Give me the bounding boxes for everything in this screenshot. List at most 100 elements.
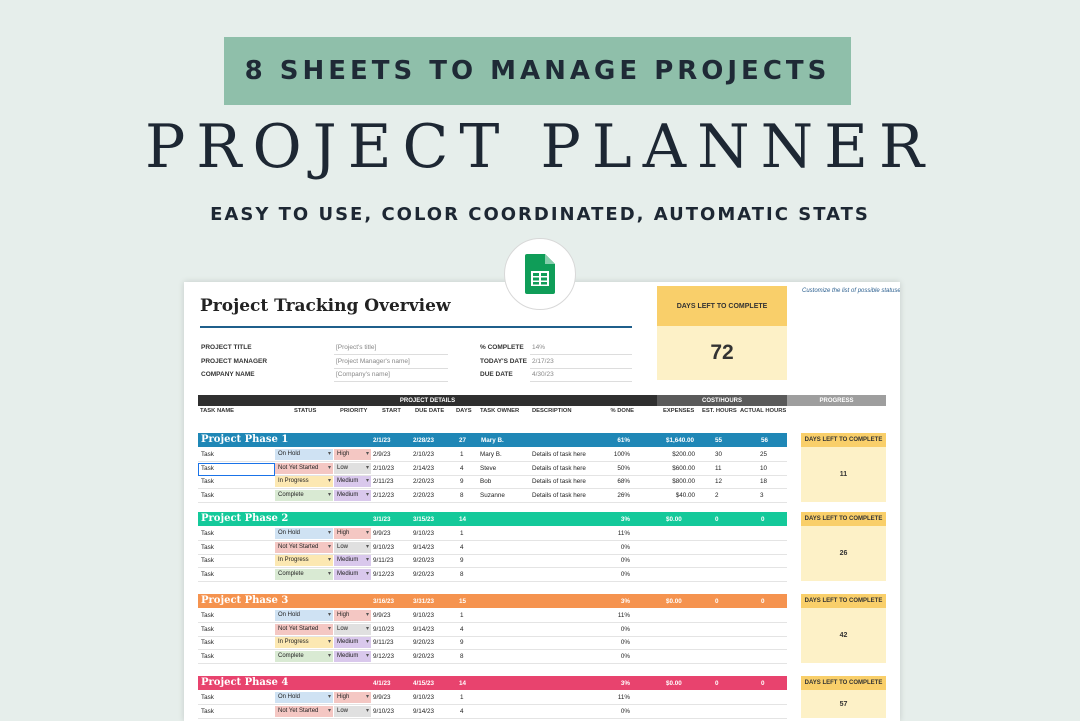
task-pct-done: 0% — [620, 625, 630, 633]
row-divider — [198, 553, 787, 555]
status-dropdown[interactable]: Complete — [275, 489, 333, 501]
task-description: Details of task here — [532, 451, 586, 458]
task-start: 9/11/23 — [373, 557, 394, 564]
column-header: DUE DATE — [415, 408, 445, 414]
priority-dropdown[interactable]: Medium — [334, 568, 371, 580]
phase-expenses: $0.00 — [666, 680, 682, 687]
priority-dropdown[interactable]: Medium — [334, 489, 371, 501]
info-value[interactable]: 14% — [532, 344, 546, 351]
phase-header-bar — [198, 594, 787, 608]
task-name[interactable]: Task — [201, 478, 214, 485]
top-banner: 8 SHEETS TO MANAGE PROJECTS — [224, 37, 851, 105]
info-value[interactable]: [Project's title] — [336, 344, 377, 351]
task-name[interactable]: Task — [201, 491, 214, 499]
phase-due: 3/15/23 — [413, 516, 435, 523]
status-dropdown[interactable]: Complete — [275, 650, 333, 662]
phase-expenses: $1,640.00 — [666, 437, 695, 444]
task-name[interactable]: Task — [201, 570, 214, 578]
phase-est: 0 — [715, 680, 719, 687]
info-value[interactable]: [Company's name] — [336, 371, 390, 378]
status-dropdown[interactable]: Complete — [275, 568, 333, 580]
task-description: Details of task here — [532, 464, 586, 472]
row-divider — [198, 635, 787, 637]
task-name[interactable]: Task — [201, 625, 214, 633]
task-start: 9/9/23 — [373, 694, 391, 701]
priority-dropdown[interactable]: High — [334, 449, 371, 460]
task-name[interactable]: Task — [201, 639, 214, 646]
priority-dropdown[interactable]: High — [334, 528, 371, 539]
info-value[interactable]: 2/17/23 — [532, 357, 554, 365]
priority-dropdown[interactable]: High — [334, 692, 371, 703]
days-left-value: 72 — [657, 326, 787, 380]
row-divider — [198, 580, 787, 582]
status-dropdown[interactable]: On Hold — [275, 610, 333, 621]
phase-est: 0 — [715, 598, 719, 605]
status-dropdown[interactable]: In Progress — [275, 637, 333, 648]
task-due: 9/20/23 — [413, 652, 435, 660]
phase-est: 0 — [715, 516, 719, 523]
task-start: 9/12/23 — [373, 570, 395, 578]
status-dropdown[interactable]: In Progress — [275, 555, 333, 566]
priority-dropdown[interactable]: Low — [334, 541, 371, 553]
priority-dropdown[interactable]: Medium — [334, 637, 371, 648]
task-name[interactable]: Task — [201, 543, 214, 551]
status-dropdown[interactable]: Not Yet Started — [275, 462, 333, 474]
task-name[interactable]: Task — [201, 464, 214, 472]
task-start: 9/9/23 — [373, 612, 391, 619]
info-value[interactable]: [Project Manager's name] — [336, 357, 410, 365]
status-dropdown[interactable]: In Progress — [275, 476, 333, 487]
task-pct-done: 26% — [617, 491, 630, 499]
task-start: 9/9/23 — [373, 530, 391, 537]
phase-actual: 0 — [761, 680, 765, 687]
status-dropdown[interactable]: Not Yet Started — [275, 623, 333, 635]
banner-text: 8 SHEETS TO MANAGE PROJECTS — [244, 56, 831, 86]
status-dropdown[interactable]: On Hold — [275, 692, 333, 703]
task-due: 9/20/23 — [413, 570, 435, 578]
task-actual-hours: 25 — [760, 451, 768, 458]
phase-days: 15 — [459, 598, 467, 605]
priority-dropdown[interactable]: Medium — [334, 650, 371, 662]
priority-dropdown[interactable]: Medium — [334, 476, 371, 487]
spreadsheet-preview: Project Tracking Overview PROJECT TITLE [… — [184, 282, 900, 721]
priority-dropdown[interactable]: Low — [334, 705, 371, 717]
phase-start: 3/16/23 — [373, 598, 395, 605]
task-start: 2/12/23 — [373, 491, 395, 499]
priority-dropdown[interactable]: Medium — [334, 555, 371, 566]
task-pct-done: 11% — [617, 530, 630, 537]
progress-header: PROGRESS — [787, 395, 886, 406]
phase-header-bar — [198, 512, 787, 526]
phase-days-left-value: 26 — [801, 526, 886, 581]
task-days: 4 — [460, 464, 464, 472]
google-sheets-icon — [504, 238, 576, 310]
info-underline — [334, 367, 448, 369]
info-value[interactable]: 4/30/23 — [532, 371, 554, 378]
priority-dropdown[interactable]: High — [334, 610, 371, 621]
task-description: Details of task here — [532, 478, 586, 485]
task-start: 9/10/23 — [373, 543, 395, 551]
priority-dropdown[interactable]: Low — [334, 462, 371, 474]
task-days: 8 — [460, 652, 464, 660]
status-dropdown[interactable]: On Hold — [275, 528, 333, 539]
task-actual-hours: 10 — [760, 464, 768, 472]
task-name[interactable]: Task — [201, 557, 214, 564]
info-label: DUE DATE — [480, 371, 513, 378]
status-dropdown[interactable]: Not Yet Started — [275, 541, 333, 553]
task-due: 9/10/23 — [413, 612, 435, 619]
priority-dropdown[interactable]: Low — [334, 623, 371, 635]
task-name[interactable]: Task — [201, 694, 214, 701]
task-name[interactable]: Task — [201, 612, 214, 619]
info-underline — [530, 367, 632, 369]
phase-header-bar — [198, 433, 787, 447]
overview-title: Project Tracking Overview — [200, 296, 451, 316]
task-name[interactable]: Task — [201, 707, 214, 715]
column-header: PRIORITY — [340, 408, 368, 414]
status-dropdown[interactable]: On Hold — [275, 449, 333, 460]
task-owner: Bob — [480, 478, 492, 485]
phase-days-left-label: DAYS LEFT TO COMPLETE — [801, 512, 886, 526]
column-header: EXPENSES — [663, 408, 695, 414]
task-name[interactable]: Task — [201, 530, 214, 537]
status-dropdown[interactable]: Not Yet Started — [275, 705, 333, 717]
task-name[interactable]: Task — [201, 652, 214, 660]
task-name[interactable]: Task — [201, 451, 214, 458]
selected-cell[interactable] — [198, 462, 275, 476]
